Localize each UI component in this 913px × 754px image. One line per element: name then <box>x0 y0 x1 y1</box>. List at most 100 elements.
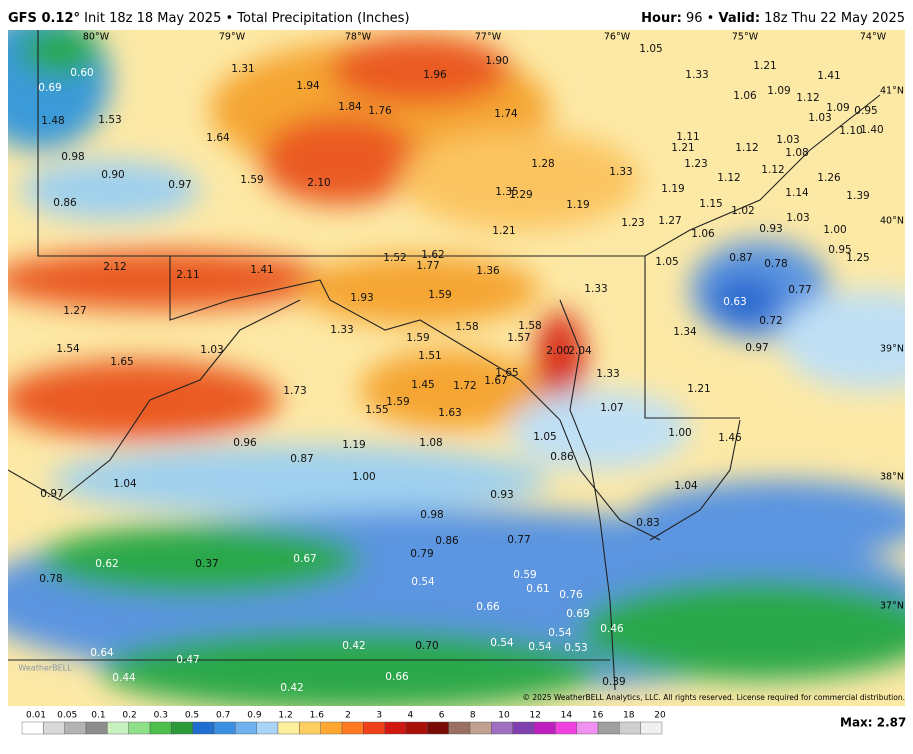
value-label: 0.93 <box>490 489 513 501</box>
colorbar-label: 0.7 <box>216 711 230 721</box>
value-label: 0.53 <box>564 642 587 654</box>
value-label: 0.62 <box>95 558 118 570</box>
value-label: 1.73 <box>283 385 306 397</box>
value-label: 0.47 <box>176 654 199 666</box>
value-label: 1.31 <box>231 63 254 75</box>
value-label: 0.72 <box>759 315 782 327</box>
colorbar-swatch <box>256 721 279 735</box>
value-label: 0.97 <box>40 488 63 500</box>
value-label: 2.04 <box>568 345 592 357</box>
value-label: 0.63 <box>723 296 746 308</box>
value-label: 1.90 <box>485 55 508 67</box>
value-label: 1.06 <box>691 228 715 240</box>
colorbar-swatch <box>597 721 620 735</box>
colorbar-label: 20 <box>654 711 666 721</box>
value-label: 0.39 <box>602 676 625 688</box>
latitude-label: 41°N <box>880 86 904 97</box>
value-label: 0.86 <box>550 451 574 463</box>
value-label: 1.58 <box>518 320 541 332</box>
value-label: 1.19 <box>661 183 684 195</box>
colorbar-label: 0.5 <box>185 711 199 721</box>
model: GFS 0.12° <box>8 11 80 26</box>
value-label: 1.08 <box>419 437 442 449</box>
value-label: 1.59 <box>406 332 429 344</box>
colorbar-swatch <box>491 721 513 735</box>
borders <box>8 30 881 691</box>
value-label: 0.98 <box>420 509 443 521</box>
value-label: 1.64 <box>206 132 230 144</box>
value-label: 1.41 <box>250 264 273 276</box>
value-label: 1.45 <box>411 379 434 391</box>
value-label: 1.76 <box>368 105 392 117</box>
colorbar-swatch <box>43 721 65 735</box>
value-label: 0.69 <box>566 608 589 620</box>
max-value: Max: 2.87 <box>840 716 906 730</box>
value-label: 1.34 <box>673 326 697 338</box>
value-label: 1.12 <box>761 164 784 176</box>
value-label: 1.96 <box>423 69 447 81</box>
longitude-label: 79°W <box>219 32 246 43</box>
hour: 96 • <box>686 11 714 26</box>
value-label: 0.77 <box>507 534 530 546</box>
colorbar-swatch <box>384 721 407 735</box>
value-label: 1.93 <box>350 292 373 304</box>
value-label: 1.57 <box>507 332 530 344</box>
colorbar-swatch <box>171 721 193 735</box>
value-label: 1.04 <box>674 480 698 492</box>
colorbar-label: 1.2 <box>278 711 292 721</box>
value-label: 1.41 <box>817 70 840 82</box>
value-label: 1.00 <box>668 427 691 439</box>
value-label: 1.21 <box>753 60 776 72</box>
latitude-label: 38°N <box>880 472 904 483</box>
colorbar-label: 2 <box>345 711 351 721</box>
value-label: 0.95 <box>828 244 851 256</box>
value-label: 1.33 <box>596 368 619 380</box>
value-label: 1.67 <box>484 375 507 387</box>
value-label: 0.42 <box>342 640 365 652</box>
value-label: 1.62 <box>421 249 444 261</box>
value-label: 1.59 <box>240 174 263 186</box>
value-label: 1.21 <box>687 383 710 395</box>
value-label: 0.54 <box>411 576 435 588</box>
value-label: 1.27 <box>63 305 86 317</box>
value-label: 1.29 <box>509 189 532 201</box>
value-label: 1.59 <box>386 396 409 408</box>
longitude-label: 76°W <box>604 32 631 43</box>
longitude-label: 78°W <box>345 32 372 43</box>
value-label: 1.00 <box>352 471 375 483</box>
value-label: 1.46 <box>718 432 742 444</box>
value-label: 2.12 <box>103 261 126 273</box>
value-label: 1.21 <box>671 142 694 154</box>
value-label: 0.98 <box>61 151 84 163</box>
value-label: 1.55 <box>365 404 388 416</box>
value-label: 0.60 <box>70 67 93 79</box>
colorbar-swatch <box>299 721 321 735</box>
value-label: 0.78 <box>764 258 787 270</box>
value-label: 1.11 <box>676 131 699 143</box>
value-label: 1.65 <box>495 367 518 379</box>
value-label: 1.03 <box>786 212 809 224</box>
value-label: 2.10 <box>307 177 330 189</box>
colorbar-label: 0.9 <box>247 711 262 721</box>
colorbar-swatch <box>619 721 641 735</box>
value-label: 1.40 <box>860 124 883 136</box>
colorbar-label: 6 <box>439 711 445 721</box>
latitude-label: 37°N <box>880 601 904 612</box>
value-label: 0.90 <box>101 169 124 181</box>
value-label: 1.08 <box>785 147 808 159</box>
colorbar-swatch <box>341 721 364 735</box>
value-label: 1.21 <box>492 225 515 237</box>
colorbar-swatch <box>149 721 172 735</box>
value-label: 0.97 <box>745 342 768 354</box>
value-label: 0.96 <box>233 437 257 449</box>
value-label: 1.09 <box>767 85 790 97</box>
value-label: 1.09 <box>826 102 849 114</box>
value-label: 0.86 <box>53 197 77 209</box>
value-label: 1.12 <box>717 172 740 184</box>
value-label: 0.97 <box>168 179 191 191</box>
value-label: 1.27 <box>658 215 681 227</box>
value-label: 0.54 <box>490 637 514 649</box>
value-label: 1.12 <box>735 142 758 154</box>
colorbar-swatch <box>576 721 599 735</box>
